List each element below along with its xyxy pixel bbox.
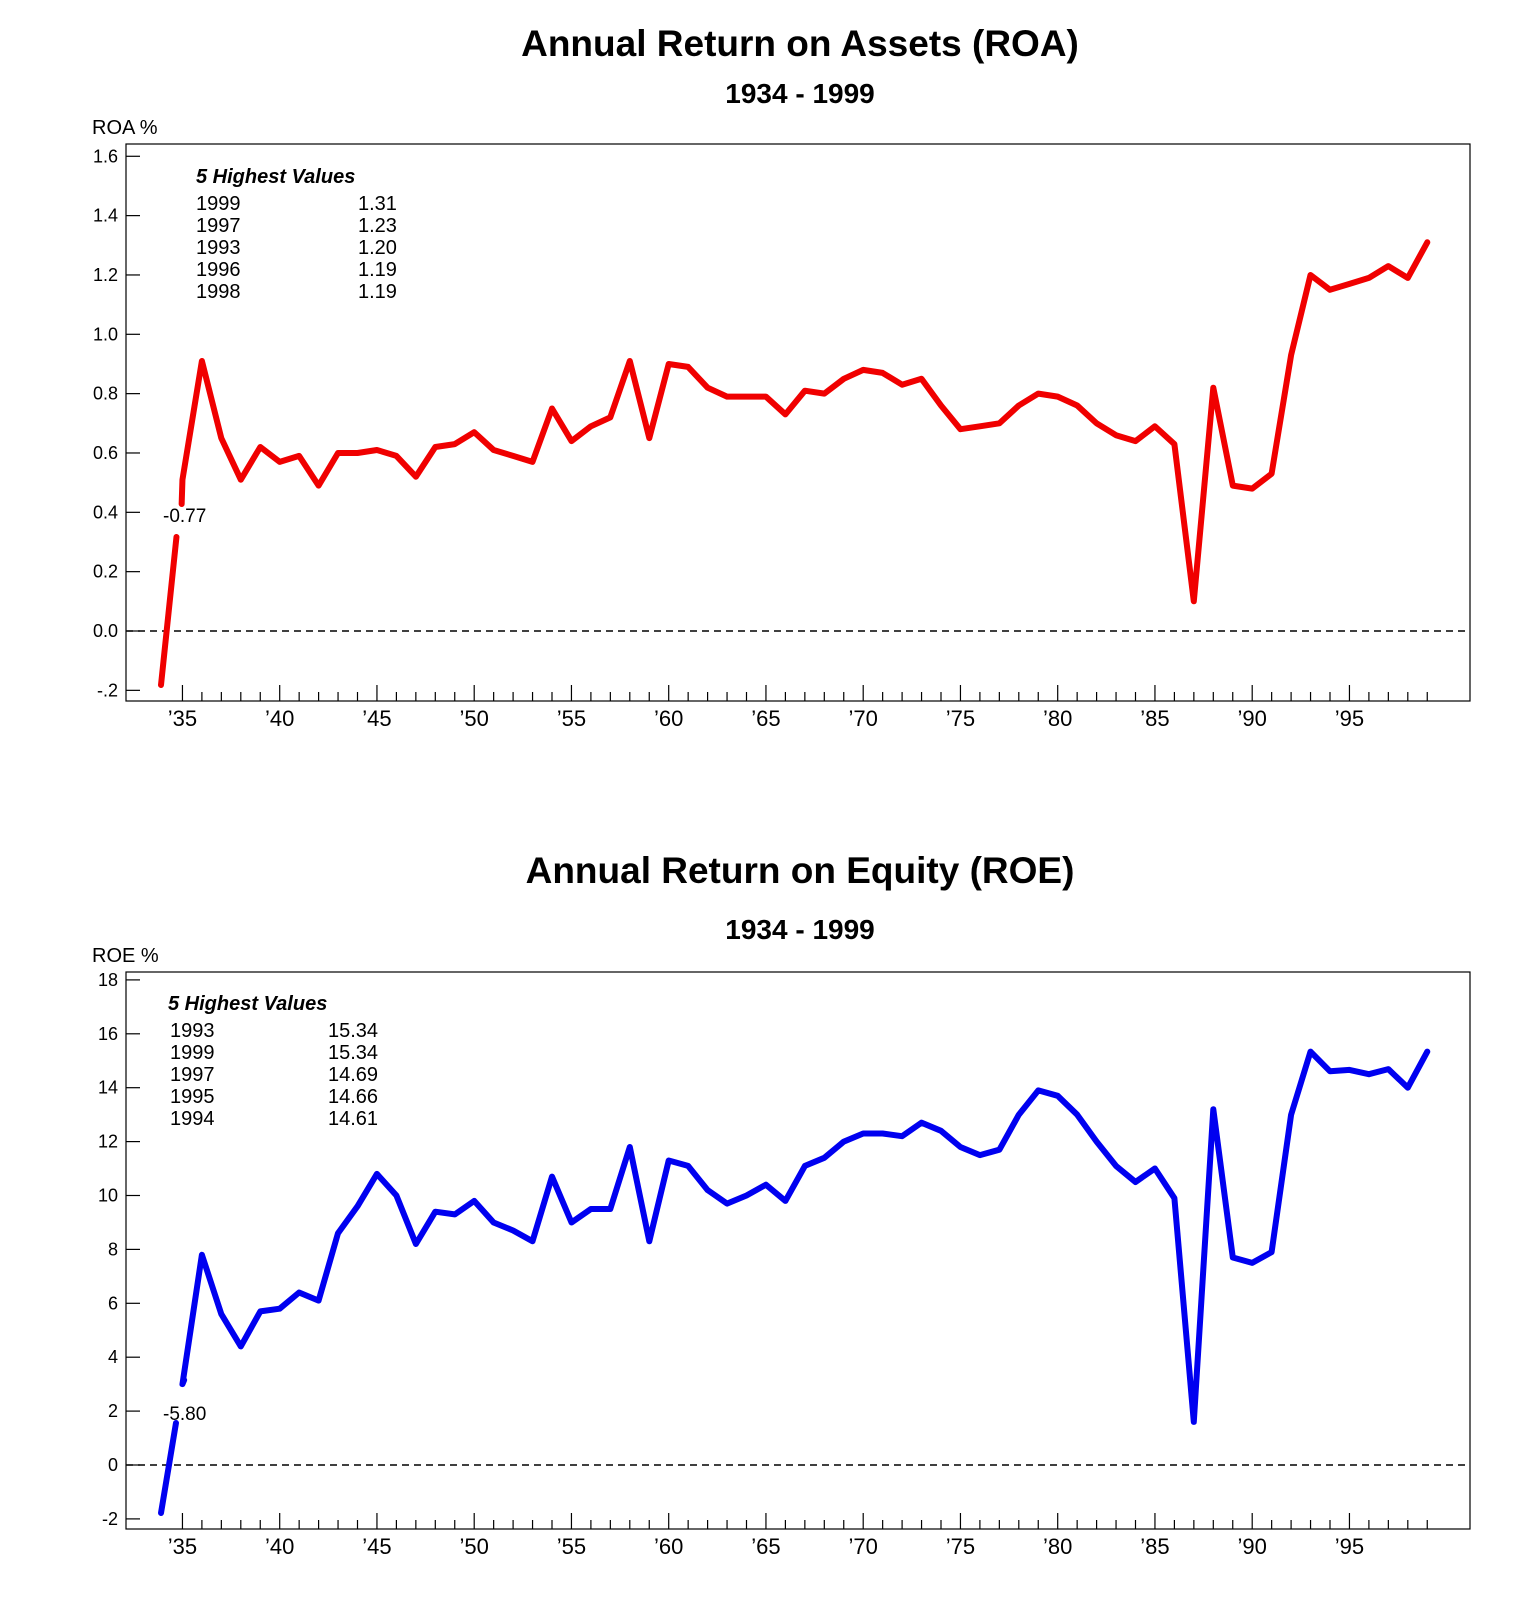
x-tick-label: ’60 [654,1534,683,1559]
highest-value-amount: 14.66 [328,1086,378,1108]
y-tick-label: -.2 [97,680,118,700]
x-tick-label: ’75 [946,706,975,731]
y-tick-label: 6 [108,1293,118,1313]
y-tick-label: 16 [98,1024,118,1044]
x-tick-label: ’35 [168,1534,197,1559]
chart-subtitle: 1934 - 1999 [725,78,874,109]
x-tick-label: ’55 [557,706,586,731]
x-tick-label: ’35 [168,706,197,731]
highest-value-year: 1997 [170,1064,215,1086]
y-tick-label: 0.6 [93,443,118,463]
highest-value-amount: 1.31 [358,193,397,215]
x-tick-label: ’75 [946,1534,975,1559]
x-tick-label: ’80 [1043,1534,1072,1559]
x-tick-label: ’40 [265,706,294,731]
series-line [178,239,1431,605]
y-tick-label: 1.6 [93,146,118,166]
x-tick-label: ’65 [751,1534,780,1559]
chart-title: Annual Return on Assets (ROA) [521,23,1079,64]
highest-value-year: 1995 [170,1086,215,1108]
plot-frame [125,143,1471,702]
y-tick-label: 0.0 [93,621,118,641]
series-layer [158,1048,1431,1516]
y-ticks: 1.6 1.4 1.2 1.0 0.8 0.6 0.4 0.2 0.0 -.2 [93,146,140,700]
highest-value-amount: 15.34 [328,1020,378,1042]
x-ticks: ’35 ’40 ’45 ’50 ’55 ’60 ’65 ’70 ’75 ’80 ’85 ’90 ’95 [168,1513,1428,1559]
roe-chart: Annual Return on Equity (ROE) 1934 - 199… [92,850,1471,1559]
series-break-segment [158,534,180,688]
series-layer [158,239,1431,688]
y-tick-label: 1.2 [93,265,118,285]
y-tick-label: 4 [108,1347,118,1367]
y-tick-label: 0.4 [93,502,118,522]
highest-values-box: 5 Highest Values 1999 1.31 1997 1.23 1993 1.2… [196,166,397,303]
x-tick-label: ’85 [1140,706,1169,731]
x-ticks: ’35 ’40 ’45 ’50 ’55 ’60 ’65 ’70 ’75 ’80 ’85 ’90 ’95 [168,685,1428,731]
y-tick-label: 10 [98,1186,118,1206]
highest-value-amount: 14.69 [328,1064,378,1086]
x-tick-label: ’60 [654,706,683,731]
x-tick-label: ’65 [751,706,780,731]
highest-values-rows: 1999 1.31 1997 1.23 1993 1.20 1996 1.19 1998 1.19 [196,193,397,303]
highest-value-amount: 15.34 [328,1042,378,1064]
y-axis-label: ROA % [92,117,158,139]
x-tick-label: ’90 [1238,1534,1267,1559]
x-tick-label: ’90 [1238,706,1267,731]
highest-value-year: 1999 [196,193,241,215]
y-tick-label: 1.4 [93,206,118,226]
y-ticks: 18 16 14 12 10 8 6 4 2 0 -2 [98,970,140,1529]
highest-values-rows: 1993 15.34 1999 15.34 1997 14.69 1995 14.66 1994… [170,1020,378,1130]
highest-value-amount: 1.19 [358,281,397,303]
x-tick-label: ’95 [1335,706,1364,731]
plot-frame [125,971,1471,1530]
y-tick-label: 2 [108,1401,118,1421]
highest-value-amount: 1.23 [358,215,397,237]
x-tick-label: ’50 [460,706,489,731]
y-tick-label: 8 [108,1239,118,1259]
x-tick-label: ’80 [1043,706,1072,731]
series-line [179,1048,1431,1425]
y-tick-label: 0.8 [93,384,118,404]
y-tick-label: 0 [108,1455,118,1475]
highest-value-year: 1994 [170,1108,215,1130]
series-break-segment [158,1420,179,1516]
highest-value-year: 1997 [196,215,241,237]
y-tick-label: 14 [98,1078,118,1098]
x-tick-label: ’50 [460,1534,489,1559]
y-tick-label: 0.2 [93,562,118,582]
y-tick-label: 18 [98,970,118,990]
x-tick-label: ’85 [1140,1534,1169,1559]
x-tick-label: ’70 [849,1534,878,1559]
x-tick-label: ’55 [557,1534,586,1559]
highest-values-heading: 5 Highest Values [196,166,355,188]
axis-break-label: -5.80 [163,1404,206,1425]
x-tick-label: ’45 [362,1534,391,1559]
highest-value-amount: 1.20 [358,237,397,259]
x-tick-label: ’45 [362,706,391,731]
y-tick-label: -2 [102,1509,118,1529]
roa-chart: Annual Return on Assets (ROA) 1934 - 199… [92,23,1471,731]
highest-value-amount: 14.61 [328,1108,378,1130]
x-tick-label: ’70 [849,706,878,731]
y-tick-label: 12 [98,1132,118,1152]
highest-values-heading: 5 Highest Values [168,993,327,1015]
y-tick-label: 1.0 [93,324,118,344]
x-tick-label: ’95 [1335,1534,1364,1559]
highest-value-year: 1993 [196,237,241,259]
highest-value-year: 1999 [170,1042,215,1064]
x-tick-label: ’40 [265,1534,294,1559]
highest-value-year: 1996 [196,259,241,281]
highest-value-year: 1998 [196,281,241,303]
highest-value-amount: 1.19 [358,259,397,281]
highest-value-year: 1993 [170,1020,215,1042]
chart-subtitle: 1934 - 1999 [725,914,874,945]
chart-title: Annual Return on Equity (ROE) [526,850,1075,891]
y-axis-label: ROE % [92,945,159,967]
axis-break-label: -0.77 [163,506,206,527]
